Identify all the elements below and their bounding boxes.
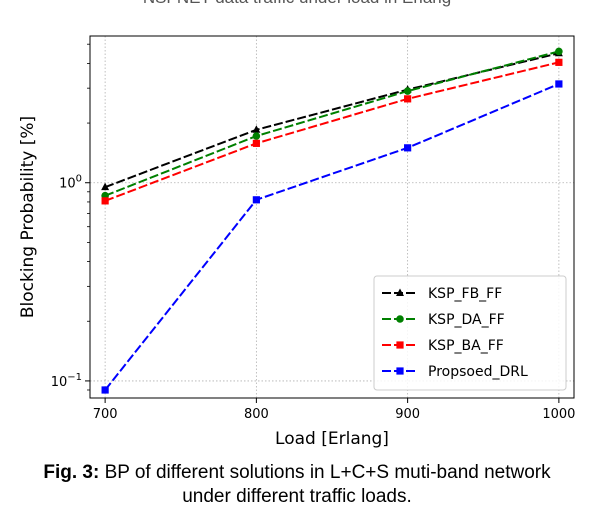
legend-item: KSP_DA_FF [382, 312, 505, 328]
blocking-probability-chart: 700 800 900 1000 10−1 100 Load [Erlang] Block… [18, 35, 575, 449]
series-ksp-ba-ff [101, 58, 563, 205]
x-tick-label: 1000 [542, 407, 575, 422]
data-point [403, 87, 412, 95]
series-line [104, 83, 560, 391]
data-point [101, 386, 109, 394]
data-point [101, 197, 109, 205]
legend: KSP_FB_FF KSP_DA_FF KSP_BA_FF Propsoed_DRL [373, 275, 567, 391]
series-line [104, 61, 560, 202]
data-point [404, 144, 412, 152]
series-line [104, 50, 560, 197]
data-point [555, 80, 563, 88]
legend-box [373, 275, 567, 391]
caption-text-1: BP of different solutions in L+C+S muti-… [104, 462, 551, 483]
series-propsoed-drl [101, 80, 563, 394]
y-tick-label: 10−1 [51, 372, 82, 390]
y-tick-label: 100 [59, 174, 82, 192]
legend-item: KSP_FB_FF [382, 286, 502, 302]
data-point [555, 47, 563, 56]
figure-caption-line-2: under different traffic loads. [182, 486, 412, 507]
legend-item: KSP_BA_FF [382, 338, 504, 354]
x-tick-label: 900 [395, 407, 420, 422]
x-axis-label: Load [Erlang] [275, 429, 389, 449]
data-point [252, 196, 260, 204]
x-tick-label: 800 [244, 407, 269, 422]
data-point [555, 58, 563, 66]
legend-label: KSP_BA_FF [428, 338, 504, 354]
data-point [252, 125, 261, 133]
plot-area-frame [89, 35, 575, 399]
legend-marker [396, 367, 404, 375]
series-ksp-da-ff [101, 47, 563, 200]
legend-marker [396, 341, 404, 349]
legend-label: KSP_DA_FF [428, 312, 505, 328]
legend-marker [396, 288, 404, 296]
figure-header-text: NSFNET data traffic under load in Erlang [0, 0, 594, 8]
data-point [101, 182, 110, 191]
y-axis-label: Blocking Probability [%] [18, 116, 38, 318]
data-point [404, 95, 412, 103]
legend-label: KSP_FB_FF [428, 286, 502, 302]
legend-item: Propsoed_DRL [382, 364, 528, 380]
series-lines [101, 47, 563, 394]
legend-label: Propsoed_DRL [428, 364, 528, 380]
series-ksp-fb-ff [101, 48, 563, 191]
figure-number: Fig. 3: [43, 462, 100, 483]
data-point [252, 139, 260, 147]
axis-ticks: 700 800 900 1000 10−1 100 [51, 43, 575, 422]
data-point [252, 132, 261, 140]
x-tick-label: 700 [93, 407, 118, 422]
figure-caption-line-1: Fig. 3: BP of different solutions in L+C… [0, 462, 594, 484]
legend-marker [396, 315, 404, 323]
